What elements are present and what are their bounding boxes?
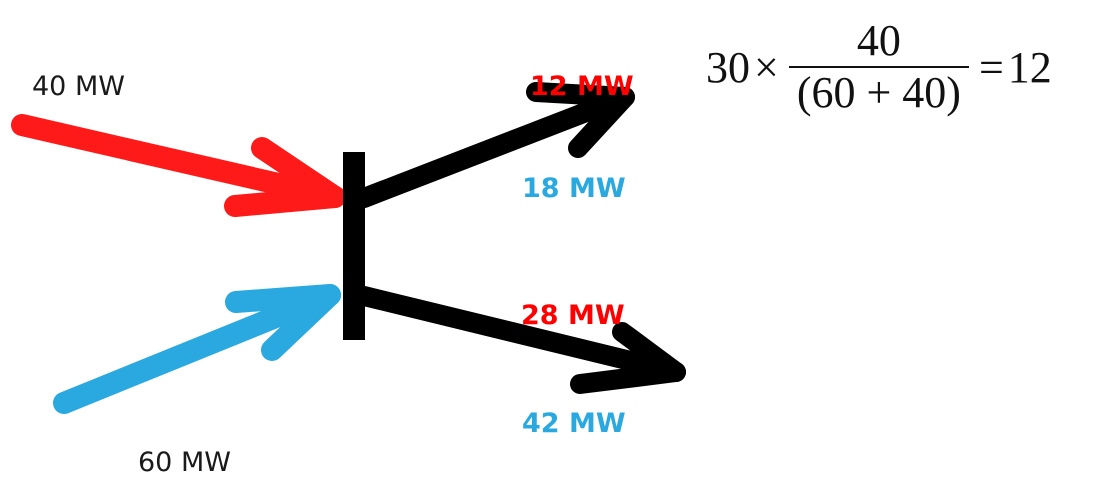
lower-output-arrow bbox=[354, 286, 686, 394]
fraction-bar bbox=[788, 66, 969, 68]
output-label-18mw: 18 MW bbox=[522, 173, 626, 204]
equation-equals: = bbox=[978, 42, 1004, 92]
equation-fraction: 40 (60 + 40) bbox=[788, 15, 969, 117]
equation-numerator: 40 bbox=[856, 15, 901, 65]
split-equation: 30 × 40 (60 + 40) = 12 bbox=[706, 12, 1052, 122]
input-label-40mw: 40 MW bbox=[32, 71, 125, 102]
output-label-28mw: 28 MW bbox=[521, 300, 625, 331]
upper-output-arrow bbox=[354, 82, 635, 208]
equation-multiplier: 30 bbox=[706, 42, 750, 92]
blue-input-arrow bbox=[53, 284, 341, 414]
output-label-12mw: 12 MW bbox=[530, 71, 634, 102]
equation-result: 12 bbox=[1007, 42, 1052, 92]
equation-denominator: (60 + 40) bbox=[796, 68, 961, 117]
output-label-42mw: 42 MW bbox=[522, 408, 626, 439]
input-label-60mw: 60 MW bbox=[138, 447, 231, 478]
red-input-arrow bbox=[11, 114, 346, 217]
equation-times: × bbox=[754, 42, 779, 92]
